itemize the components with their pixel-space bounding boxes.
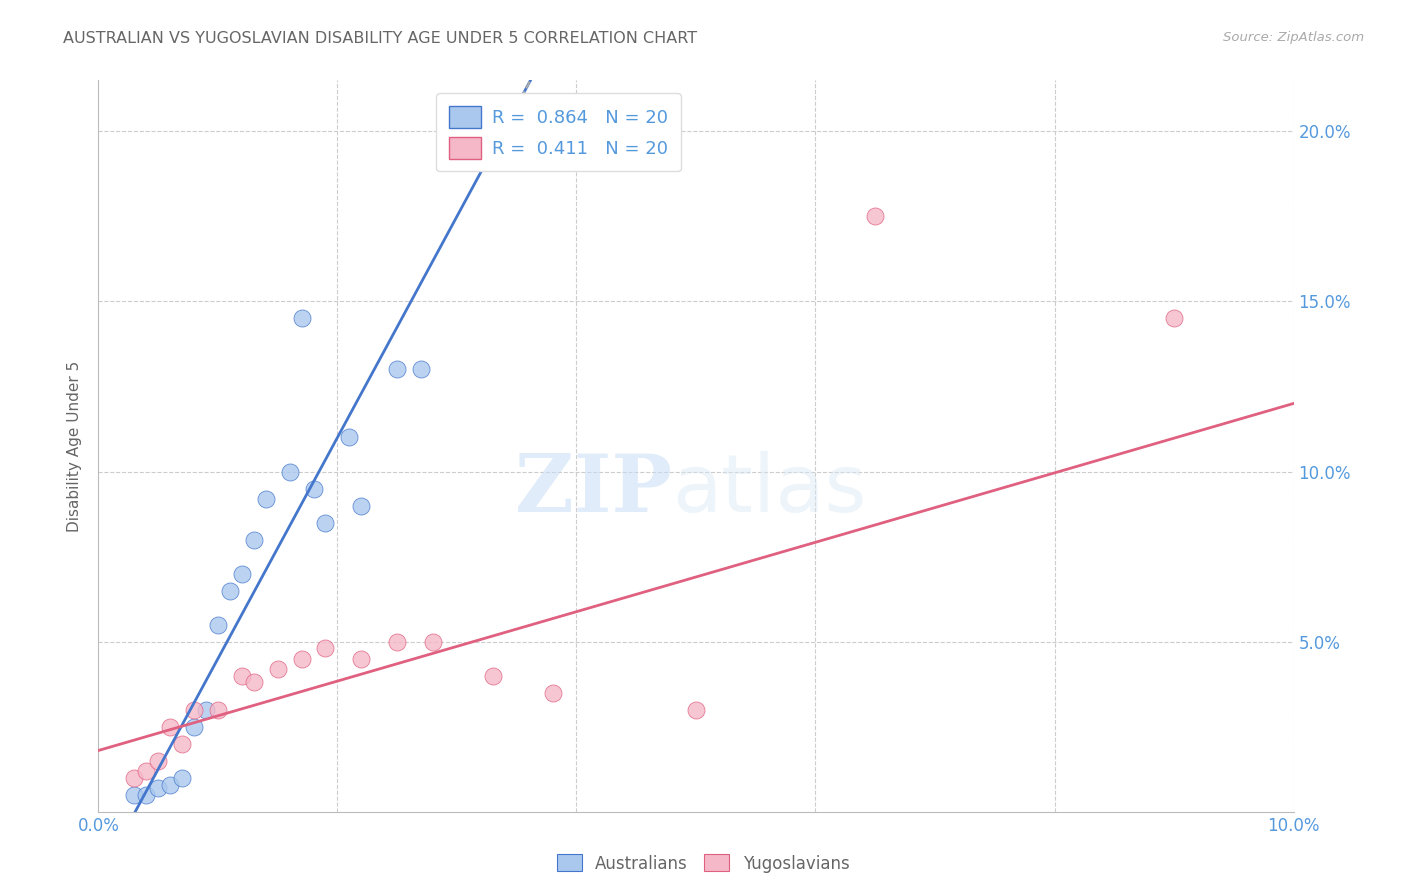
Point [124,788,146,802]
Point [1163,311,1185,326]
Point [148,754,170,768]
Point [422,634,444,648]
Point [159,720,181,734]
Point [231,566,253,581]
Y-axis label: Disability Age Under 5: Disability Age Under 5 [66,360,82,532]
Point [159,777,181,791]
Point [865,210,887,224]
Point [302,482,325,496]
Point [183,703,205,717]
Point [385,634,409,648]
Point [350,499,373,513]
Point [148,780,170,795]
Point [278,465,301,479]
Point [315,516,337,530]
Point [124,771,146,785]
Point [207,617,229,632]
Point [172,737,194,751]
Point [541,686,564,700]
Point [267,662,290,676]
Point [350,651,373,665]
Legend: Australians, Yugoslavians: Australians, Yugoslavians [550,847,856,880]
Point [315,641,337,656]
Point [482,668,505,682]
Point [291,651,314,665]
Text: AUSTRALIAN VS YUGOSLAVIAN DISABILITY AGE UNDER 5 CORRELATION CHART: AUSTRALIAN VS YUGOSLAVIAN DISABILITY AGE… [63,31,697,46]
Point [385,362,409,376]
Point [243,533,266,547]
Text: ZIP: ZIP [515,450,672,529]
Point [685,703,707,717]
Point [135,764,157,778]
Legend: R =  0.864   N = 20, R =  0.411   N = 20: R = 0.864 N = 20, R = 0.411 N = 20 [436,93,681,171]
Point [231,668,253,682]
Point [291,311,314,326]
Point [183,720,205,734]
Point [219,583,242,598]
Point [254,491,277,506]
Point [243,675,266,690]
Point [135,788,157,802]
Point [172,771,194,785]
Text: Source: ZipAtlas.com: Source: ZipAtlas.com [1223,31,1364,45]
Point [411,362,433,376]
Text: atlas: atlas [672,450,866,529]
Point [207,703,229,717]
Point [339,430,361,444]
Point [195,703,218,717]
